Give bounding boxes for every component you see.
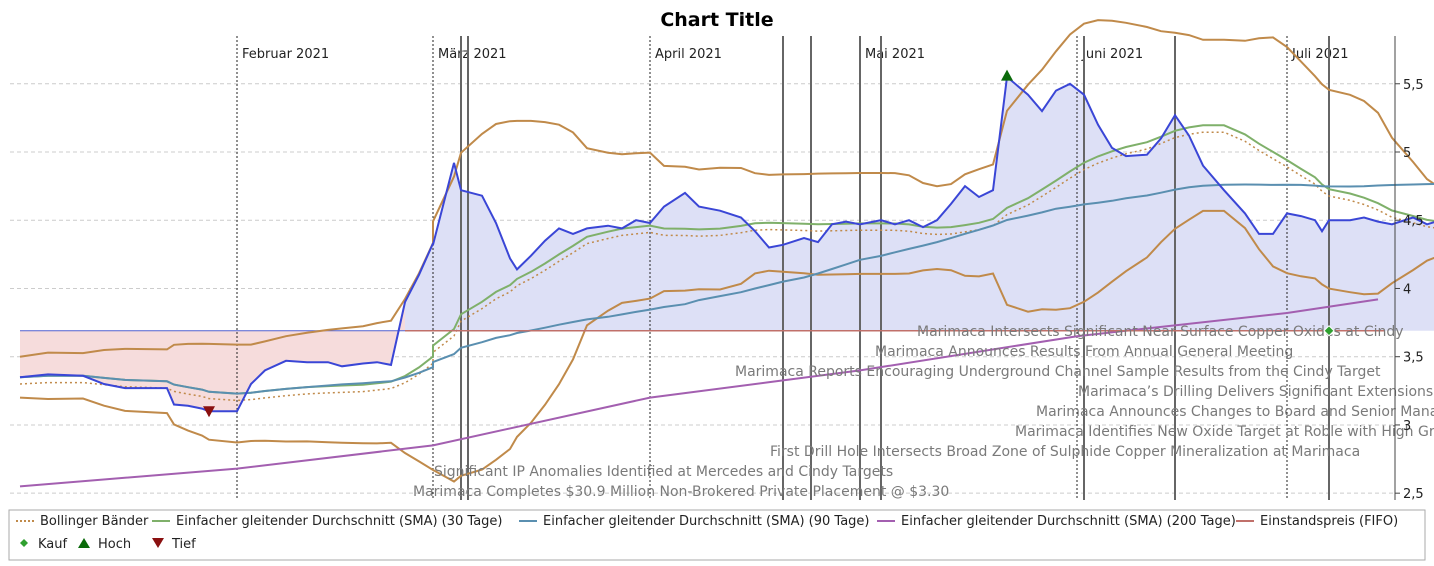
bollinger-lower-line	[19, 209, 1434, 483]
annotation-label: Marimaca Reports Encouraging Underground…	[735, 364, 1381, 380]
month-label: Juli 2021	[1291, 47, 1349, 62]
series-lines	[19, 19, 1434, 488]
y-tick-label: 3	[1403, 419, 1411, 434]
month-label: Mai 2021	[865, 47, 925, 62]
annotation-label: Marimaca Intersects Significant Near Sur…	[917, 324, 1404, 340]
month-label: Juni 2021	[1081, 47, 1143, 62]
legend-label: Einfacher gleitender Durchschnitt (SMA) …	[543, 514, 870, 529]
price-area-fill	[20, 76, 1434, 412]
bollinger-upper-line	[19, 19, 1434, 358]
y-tick-label: 3,5	[1403, 351, 1424, 366]
high-marker	[1001, 69, 1013, 81]
annotation-label: Marimaca’s Drilling Delivers Significant…	[1078, 384, 1434, 400]
y-tick-label: 4	[1403, 282, 1411, 297]
low-marker	[203, 406, 215, 418]
buy-marker	[1323, 325, 1335, 337]
area-fills	[20, 76, 1434, 412]
legend-label: Hoch	[98, 537, 131, 552]
month-label: Februar 2021	[242, 47, 329, 62]
legend-box	[8, 509, 1426, 561]
annotation-label: Marimaca Announces Changes to Board and …	[1036, 404, 1434, 420]
legend-label: Kauf	[38, 537, 68, 552]
annotation-label: Marimaca Completes $30.9 Million Non-Bro…	[413, 484, 949, 500]
y-ticks: 2,5 3 3,5 4 4,5 5 5,5	[1395, 78, 1424, 502]
loss-area-fill	[20, 302, 405, 412]
annotation-label: Marimaca Announces Results From Annual G…	[875, 344, 1293, 360]
sma90-line	[19, 183, 1434, 395]
legend-label: Bollinger Bänder	[40, 514, 149, 529]
markers	[203, 69, 1335, 418]
annotation-label: First Drill Hole Intersects Broad Zone o…	[770, 444, 1360, 460]
month-label: April 2021	[655, 47, 722, 62]
legend-label: Einfacher gleitender Durchschnitt (SMA) …	[901, 514, 1236, 529]
sma200-line	[19, 298, 1379, 488]
legend-label: Tief	[171, 537, 196, 552]
annotation-label: Significant IP Anomalies Identified at M…	[434, 464, 893, 480]
legend: Bollinger Bänder Einfacher gleitender Dur…	[16, 514, 1398, 552]
chart-title: Chart Title	[660, 9, 773, 31]
price-line	[19, 74, 1434, 413]
legend-marker	[78, 538, 90, 548]
y-tick-label: 4,5	[1403, 214, 1424, 229]
month-label: März 2021	[438, 47, 507, 62]
legend-label: Einfacher gleitender Durchschnitt (SMA) …	[176, 514, 503, 529]
y-tick-label: 2,5	[1403, 487, 1424, 502]
annotations: Marimaca Intersects Significant Near Sur…	[413, 324, 1434, 500]
legend-marker	[20, 539, 28, 547]
legend-label: Einstandspreis (FIFO)	[1260, 514, 1398, 529]
event-lines	[460, 36, 1330, 500]
legend-marker	[152, 538, 164, 548]
y-tick-label: 5	[1403, 146, 1411, 161]
annotation-label: Marimaca Identifies New Oxide Target at …	[1015, 424, 1434, 440]
y-tick-label: 5,5	[1403, 78, 1424, 93]
